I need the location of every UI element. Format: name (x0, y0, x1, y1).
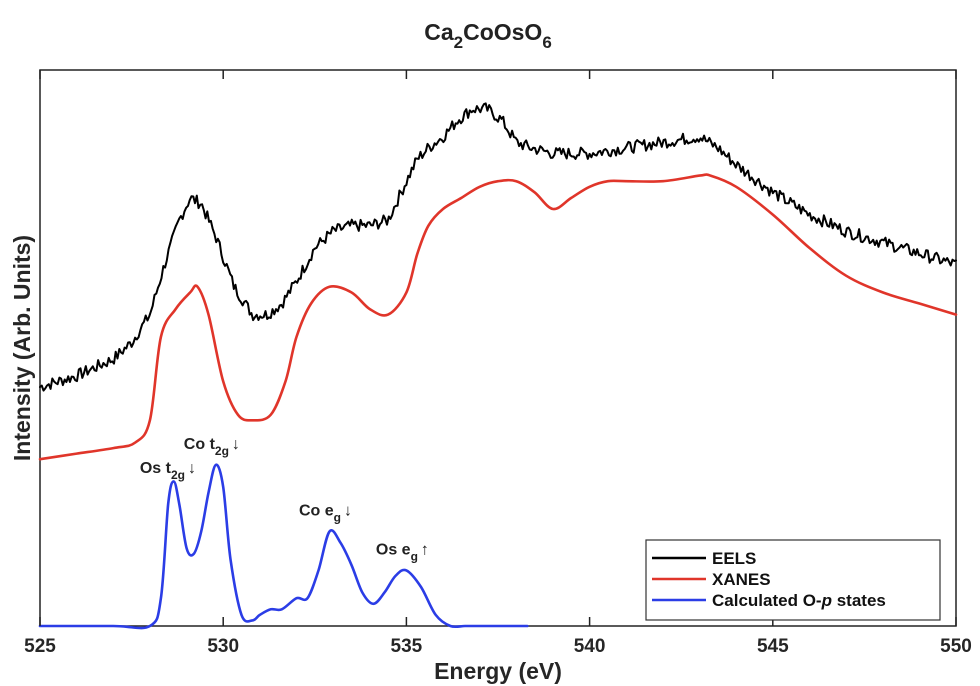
x-tick-label: 530 (207, 636, 239, 657)
x-ticks: 525 530 535 540 545 550 (24, 70, 972, 657)
y-axis-label: Intensity (Arb. Units) (9, 235, 35, 461)
x-axis-label: Energy (eV) (434, 658, 562, 684)
x-tick-label: 540 (574, 636, 606, 657)
legend-label: EELS (712, 549, 756, 568)
chart-title: Ca2CoOsO6 (424, 19, 552, 52)
x-tick-label: 535 (391, 636, 423, 657)
peak-annotations: Os t2g ↓Co t2g ↓ Co eg ↓ Os eg ↑ (140, 436, 429, 564)
title-part-main: Ca (424, 19, 454, 45)
annotation-os-t2g: Os t2g ↓ (140, 460, 196, 482)
legend: EELS XANES Calculated O-p states (645, 539, 941, 621)
annotation-co-t2g: Co t2g ↓ (184, 436, 240, 458)
series-line-calculated-o-p-states (38, 463, 529, 630)
x-tick-label: 550 (940, 636, 972, 657)
annotation-os-eg: Os eg ↑ (376, 541, 429, 563)
x-tick-label: 545 (757, 636, 789, 657)
x-tick-label: 525 (24, 636, 56, 657)
title-part-mid: CoOsO (463, 19, 542, 45)
series-layer (38, 102, 958, 630)
series-line-xanes (38, 173, 958, 461)
series-line-eels (39, 102, 957, 392)
legend-label: XANES (712, 570, 771, 589)
legend-label: Calculated O-p states (712, 591, 886, 610)
title-sub-1: 2 (454, 33, 463, 52)
annotation-co-eg: Co eg ↓ (299, 502, 352, 524)
title-sub-2: 6 (542, 33, 551, 52)
